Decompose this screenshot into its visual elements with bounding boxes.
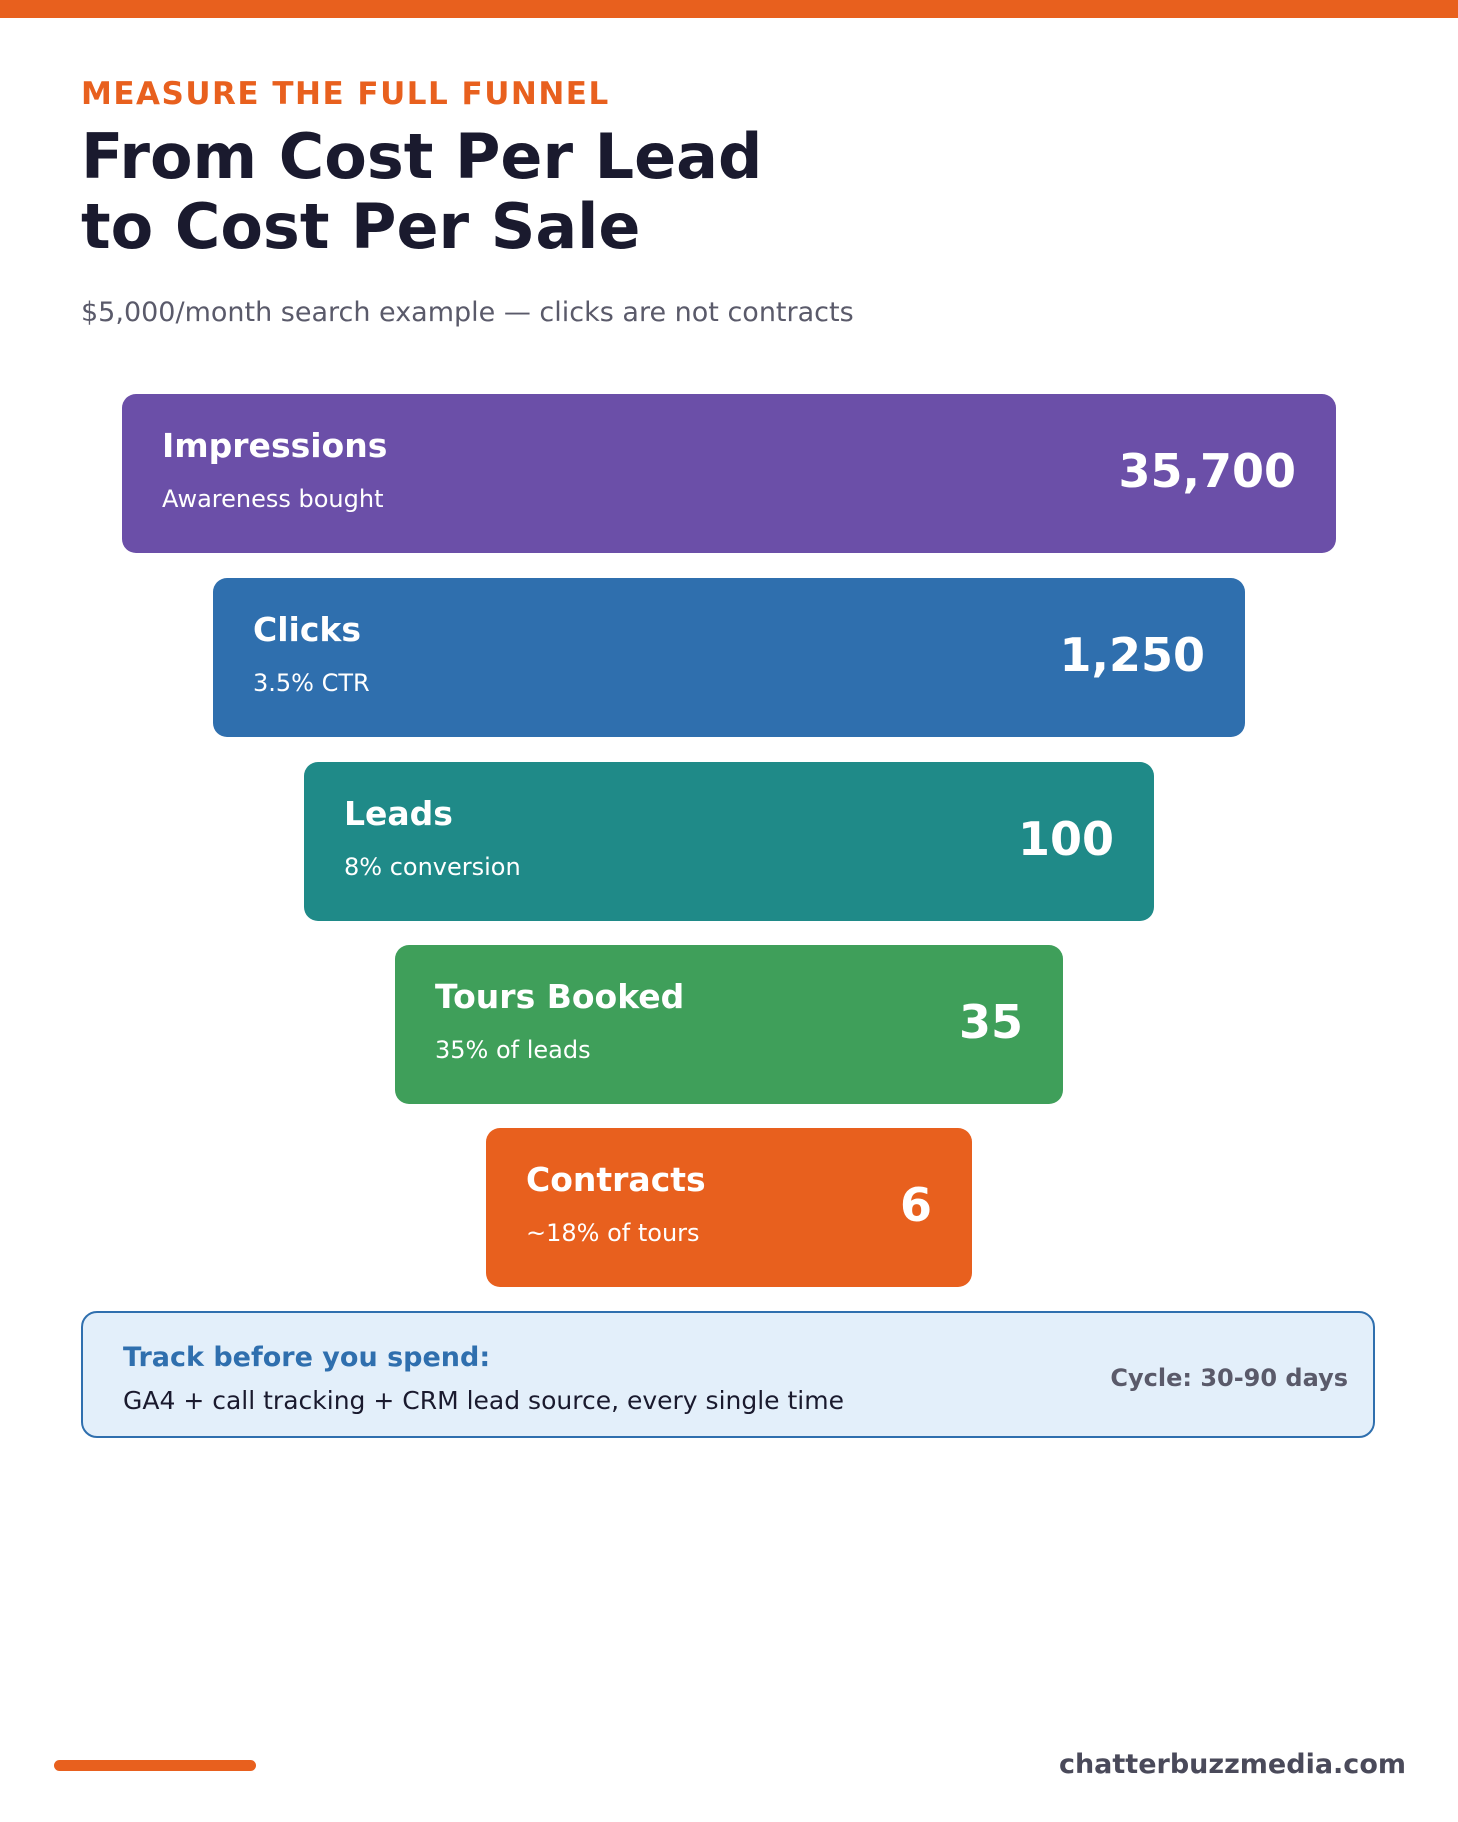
funnel-stage-tours-booked: Tours Booked 35% of leads 35 bbox=[395, 945, 1063, 1104]
funnel-stage-impressions: Impressions Awareness bought 35,700 bbox=[122, 394, 1336, 553]
tracking-callout: Track before you spend: GA4 + call track… bbox=[81, 1311, 1375, 1438]
stage-label: Clicks bbox=[253, 610, 361, 649]
title-line-1: From Cost Per Lead bbox=[81, 120, 763, 193]
funnel-stage-clicks: Clicks 3.5% CTR 1,250 bbox=[213, 578, 1245, 737]
stage-label: Impressions bbox=[162, 426, 388, 465]
subtitle: $5,000/month search example — clicks are… bbox=[81, 297, 854, 328]
kicker: MEASURE THE FULL FUNNEL bbox=[81, 76, 610, 112]
cycle-note: Cycle: 30-90 days bbox=[1110, 1364, 1348, 1392]
callout-title: Track before you spend: bbox=[123, 1342, 491, 1373]
stage-sub: ~18% of tours bbox=[526, 1219, 700, 1247]
callout-body: GA4 + call tracking + CRM lead source, e… bbox=[123, 1386, 844, 1415]
funnel-stage-contracts: Contracts ~18% of tours 6 bbox=[486, 1128, 972, 1287]
page-title: From Cost Per Lead to Cost Per Sale bbox=[81, 122, 762, 262]
stage-label: Contracts bbox=[526, 1160, 706, 1199]
stage-value: 35 bbox=[958, 995, 1023, 1049]
stage-value: 6 bbox=[899, 1178, 932, 1232]
stage-sub: 8% conversion bbox=[344, 853, 521, 881]
top-accent-bar bbox=[0, 0, 1458, 18]
stage-label: Leads bbox=[344, 794, 453, 833]
stage-label: Tours Booked bbox=[435, 977, 685, 1016]
footer-accent-rule bbox=[54, 1760, 256, 1771]
stage-sub: 3.5% CTR bbox=[253, 669, 370, 697]
stage-value: 100 bbox=[1017, 812, 1114, 866]
stage-sub: Awareness bought bbox=[162, 485, 384, 513]
footer-domain: chatterbuzzmedia.com bbox=[1058, 1749, 1406, 1780]
stage-value: 35,700 bbox=[1118, 444, 1296, 498]
stage-value: 1,250 bbox=[1059, 628, 1205, 682]
stage-sub: 35% of leads bbox=[435, 1036, 591, 1064]
funnel-stage-leads: Leads 8% conversion 100 bbox=[304, 762, 1154, 921]
title-line-2: to Cost Per Sale bbox=[81, 190, 641, 263]
